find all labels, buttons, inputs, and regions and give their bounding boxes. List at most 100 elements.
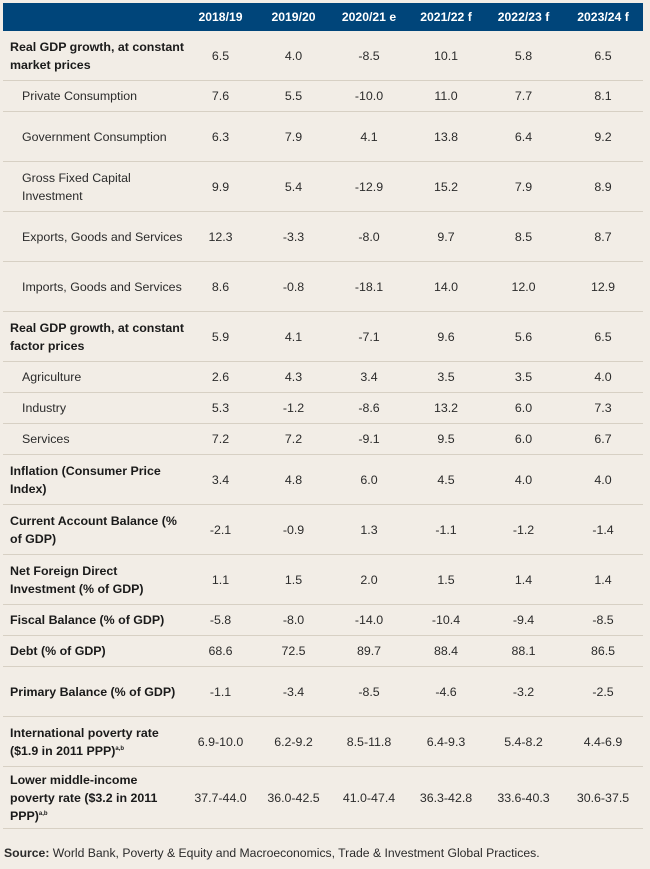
table-row: Debt (% of GDP) 68.6 72.5 89.7 88.4 88.1 86.5 [3, 635, 643, 667]
source-note: Source: World Bank, Poverty & Equity and… [4, 846, 540, 860]
value-cell: -7.1 [330, 311, 408, 362]
table-row: Primary Balance (% of GDP) -1.1 -3.4 -8.5 -4… [3, 666, 643, 717]
value-cell: 4.1 [330, 111, 408, 162]
value-cell: -8.0 [330, 211, 408, 262]
table-row: International poverty rate ($1.9 in 2011… [3, 716, 643, 767]
value-cell: 3.4 [330, 361, 408, 393]
value-cell: 72.5 [257, 635, 330, 667]
value-cell: 2.6 [184, 361, 257, 393]
value-cell: 4.8 [257, 454, 330, 505]
row-label-cell: Gross Fixed Capital Investment [3, 161, 184, 212]
value-cell: 13.2 [408, 392, 484, 424]
row-label: Agriculture [22, 370, 82, 384]
value-cell: -1.1 [408, 504, 484, 555]
row-label-cell: Debt (% of GDP) [3, 635, 184, 667]
table-row: Industry 5.3 -1.2 -8.6 13.2 6.0 7.3 [3, 392, 643, 424]
table-row: Government Consumption 6.3 7.9 4.1 13.8 6.4 9.… [3, 111, 643, 162]
value-cell: 9.2 [563, 111, 643, 162]
row-label-cell: Current Account Balance (% of GDP) [3, 504, 184, 555]
value-cell: -1.1 [184, 666, 257, 717]
row-label: Net Foreign Direct Investment (% of GDP) [10, 563, 144, 596]
value-cell: -8.6 [330, 392, 408, 424]
value-cell: 9.5 [408, 423, 484, 455]
column-header: 2022/23 f [484, 3, 563, 31]
value-cell: 8.9 [563, 161, 643, 212]
row-label: Gross Fixed Capital Investment [22, 170, 131, 203]
value-cell: 7.3 [563, 392, 643, 424]
value-cell: -4.6 [408, 666, 484, 717]
value-cell: -1.2 [484, 504, 563, 555]
table-row: Lower middle-income poverty rate ($3.2 i… [3, 766, 643, 829]
value-cell: -8.5 [330, 666, 408, 717]
source-label: Source: [4, 846, 50, 860]
value-cell: -9.1 [330, 423, 408, 455]
value-cell: -10.0 [330, 80, 408, 112]
value-cell: -0.9 [257, 504, 330, 555]
row-label: Exports, Goods and Services [22, 229, 183, 244]
value-cell: -8.5 [563, 604, 643, 636]
row-label-cell: Government Consumption [3, 111, 184, 162]
value-cell: 9.7 [408, 211, 484, 262]
value-cell: 8.1 [563, 80, 643, 112]
value-cell: -1.4 [563, 504, 643, 555]
value-cell: 8.7 [563, 211, 643, 262]
table-row: Services 7.2 7.2 -9.1 9.5 6.0 6.7 [3, 423, 643, 455]
value-cell: 5.9 [184, 311, 257, 362]
value-cell: 7.9 [257, 111, 330, 162]
value-cell: 10.1 [408, 31, 484, 81]
value-cell: 5.3 [184, 392, 257, 424]
row-label: Lower middle-income poverty rate ($3.2 i… [10, 772, 158, 823]
row-label: Services [22, 432, 70, 446]
value-cell: 6.5 [184, 31, 257, 81]
row-label-cell: International poverty rate ($1.9 in 2011… [3, 716, 184, 767]
column-header: 2021/22 f [408, 3, 484, 31]
value-cell: 6.0 [330, 454, 408, 505]
row-label: Private Consumption [22, 89, 138, 103]
value-cell: -8.5 [330, 31, 408, 81]
value-cell: 5.6 [484, 311, 563, 362]
value-cell: 1.4 [484, 554, 563, 605]
value-cell: 1.4 [563, 554, 643, 605]
table-row: Current Account Balance (% of GDP) -2.1 -0… [3, 504, 643, 555]
value-cell: 4.5 [408, 454, 484, 505]
value-cell: 5.4 [257, 161, 330, 212]
value-cell: 37.7-44.0 [184, 766, 257, 829]
row-label-cell: Fiscal Balance (% of GDP) [3, 604, 184, 636]
value-cell: 1.5 [257, 554, 330, 605]
row-label: Industry [22, 401, 67, 415]
value-cell: 41.0-47.4 [330, 766, 408, 829]
value-cell: 36.0-42.5 [257, 766, 330, 829]
value-cell: 9.9 [184, 161, 257, 212]
value-cell: 7.6 [184, 80, 257, 112]
column-header: 2020/21 e [330, 3, 408, 31]
macro-indicators-table: 2018/19 2019/20 2020/21 e 2021/22 f 2022… [3, 3, 643, 829]
value-cell: -14.0 [330, 604, 408, 636]
value-cell: 89.7 [330, 635, 408, 667]
value-cell: 5.5 [257, 80, 330, 112]
value-cell: 3.4 [184, 454, 257, 505]
table-row: Inflation (Consumer Price Index) 3.4 4.8 6.… [3, 454, 643, 505]
value-cell: 6.2-9.2 [257, 716, 330, 767]
column-header: 2023/24 f [563, 3, 643, 31]
row-label-cell: Industry [3, 392, 184, 424]
row-label: Primary Balance (% of GDP) [10, 684, 176, 699]
row-label-cell: Lower middle-income poverty rate ($3.2 i… [3, 766, 184, 829]
column-header: 2018/19 [184, 3, 257, 31]
value-cell: 1.5 [408, 554, 484, 605]
value-cell: -2.5 [563, 666, 643, 717]
row-label-cell: Agriculture [3, 361, 184, 393]
table-row: Exports, Goods and Services 12.3 -3.3 -8.0 9… [3, 211, 643, 262]
value-cell: 9.6 [408, 311, 484, 362]
value-cell: 6.0 [484, 423, 563, 455]
row-label: Debt (% of GDP) [10, 644, 106, 658]
value-cell: 4.0 [563, 454, 643, 505]
value-cell: 6.3 [184, 111, 257, 162]
footnote-marker: a,b [115, 745, 125, 752]
value-cell: 3.5 [484, 361, 563, 393]
value-cell: 15.2 [408, 161, 484, 212]
row-label: Real GDP growth, at constant factor pric… [10, 320, 184, 353]
table-row: Fiscal Balance (% of GDP) -5.8 -8.0 -14.0 -1… [3, 604, 643, 636]
header-label-column [3, 3, 184, 31]
table-row: Imports, Goods and Services 8.6 -0.8 -18.1 1… [3, 261, 643, 312]
